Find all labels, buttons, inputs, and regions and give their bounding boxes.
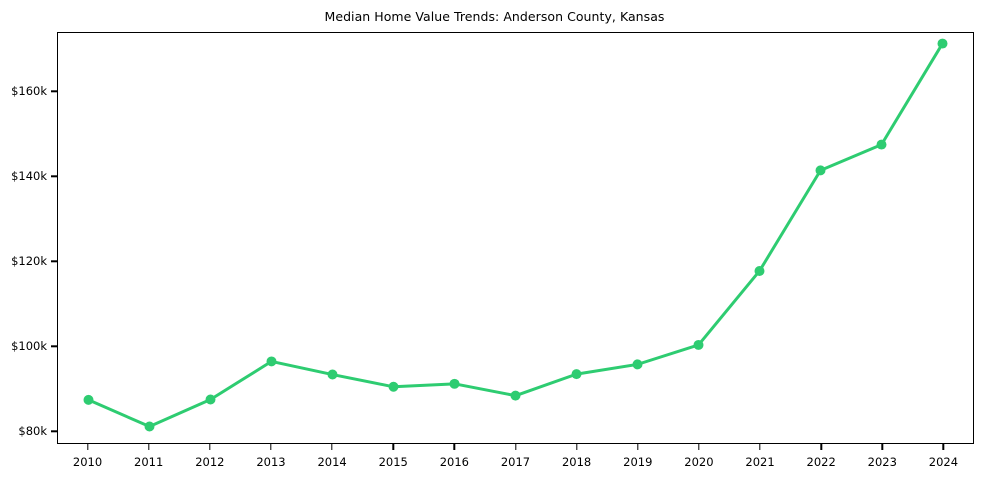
line-chart-svg [83, 38, 948, 432]
y-axis-tick-label: $160k [11, 84, 47, 99]
data-point-marker [876, 139, 887, 150]
x-axis-tick [453, 444, 456, 450]
y-axis-tick-label: $120k [11, 254, 47, 269]
data-point-marker [510, 390, 521, 401]
x-axis-tick [331, 444, 333, 450]
x-axis-tick [637, 444, 639, 450]
x-axis-tick [575, 444, 578, 450]
x-axis-tick-label: 2022 [806, 455, 836, 469]
data-point-marker [144, 421, 155, 432]
data-point-marker [327, 369, 338, 380]
x-axis-tick-label: 2019 [623, 455, 653, 469]
y-axis-tick-label: $100k [11, 339, 47, 354]
x-axis-tick [270, 444, 272, 450]
x-axis-tick-label: 2023 [867, 455, 897, 469]
data-point-marker [937, 38, 948, 49]
data-point-marker [266, 356, 277, 367]
y-axis-tick-label: $80k [18, 424, 47, 439]
x-axis-tick-label: 2021 [745, 455, 775, 469]
data-point-marker [693, 339, 704, 350]
x-axis-tick-label: 2015 [378, 455, 408, 469]
data-point-marker [571, 369, 582, 380]
x-axis-tick-label: 2013 [256, 455, 286, 469]
chart-title: Median Home Value Trends: Anderson Count… [324, 9, 665, 24]
x-axis-tick-label: 2011 [134, 455, 164, 469]
data-point-marker [449, 378, 460, 389]
data-point-marker [83, 394, 94, 405]
y-axis-tick-label: $140k [11, 169, 47, 184]
data-point-marker [632, 359, 643, 370]
x-axis-tick-label: 2024 [928, 455, 959, 469]
x-axis-tick [759, 444, 761, 450]
data-point-marker [388, 381, 399, 392]
x-axis-tick [86, 444, 89, 450]
x-axis-tick-label: 2020 [684, 455, 714, 469]
x-axis-tick [209, 444, 211, 450]
x-axis-tick [942, 444, 945, 450]
x-axis-tick-label: 2018 [561, 455, 592, 469]
x-axis-tick-label: 2014 [317, 455, 347, 469]
data-point-marker [205, 394, 216, 405]
x-axis-tick [392, 444, 394, 450]
series-markers [83, 38, 948, 432]
data-point-marker [815, 165, 826, 176]
x-axis-tick [820, 444, 822, 450]
x-axis-tick-label: 2010 [72, 455, 103, 469]
x-axis-tick [514, 444, 517, 450]
x-axis-tick-label: 2017 [500, 455, 531, 469]
x-axis-tick [698, 444, 700, 450]
x-axis-tick [147, 444, 150, 450]
x-axis-tick-label: 2016 [439, 455, 469, 469]
series-line-median-home-value [87, 42, 944, 429]
x-axis-tick-label: 2012 [195, 455, 225, 469]
plot-area [57, 32, 974, 444]
x-axis-tick [881, 444, 883, 450]
data-point-marker [754, 265, 765, 276]
